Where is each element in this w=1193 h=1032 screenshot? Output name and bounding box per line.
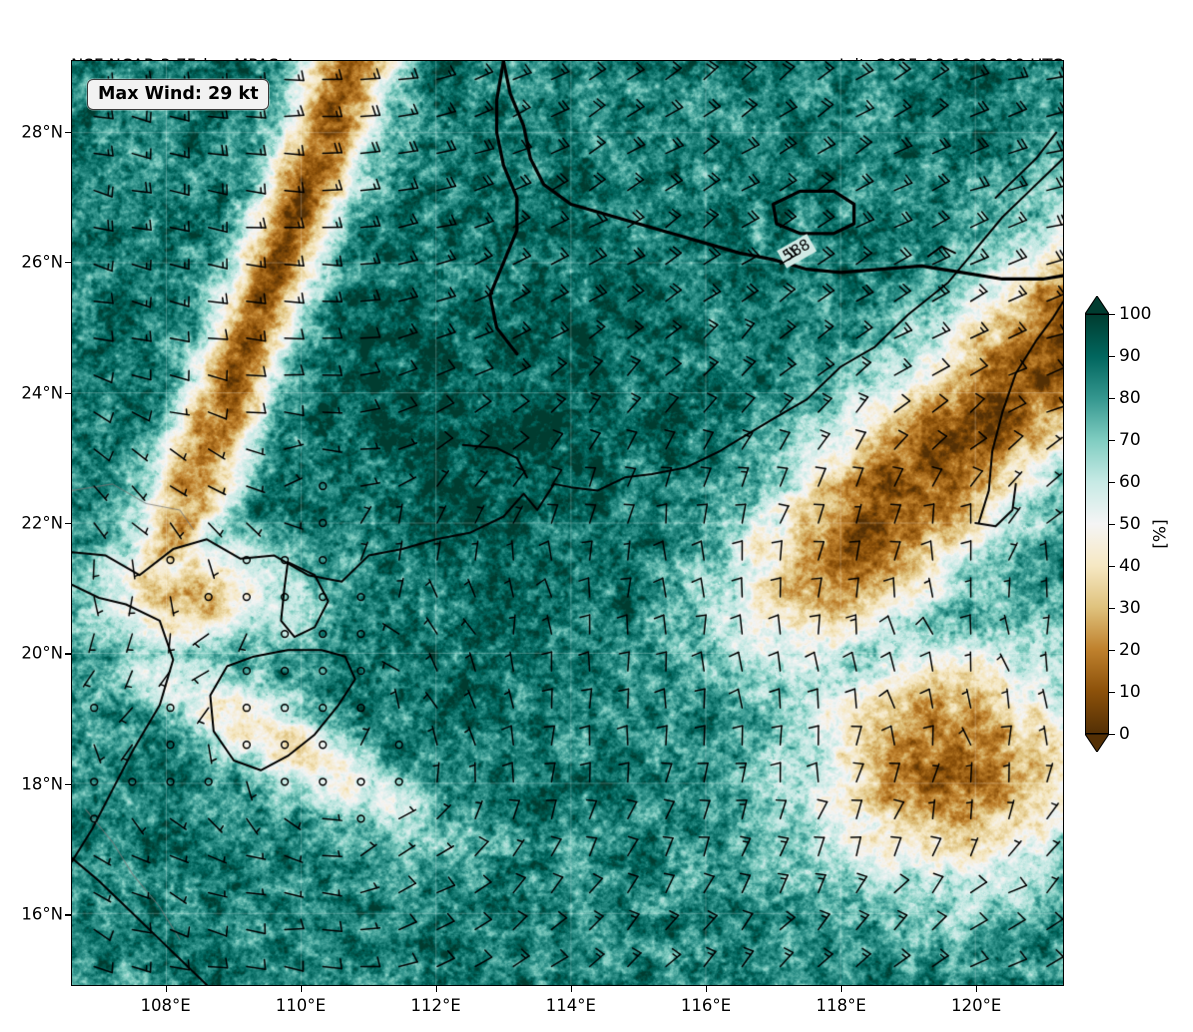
colorbar-tick-mark xyxy=(1109,608,1115,610)
longitude-tick-mark xyxy=(976,986,978,992)
colorbar-tick-mark xyxy=(1109,314,1115,316)
latitude-tick-label: 24°N xyxy=(21,383,63,403)
colorbar-tick-label: 20 xyxy=(1119,640,1141,660)
colorbar-tick-label: 0 xyxy=(1119,724,1130,744)
colorbar-tick-label: 60 xyxy=(1119,472,1141,492)
humidity-field-canvas xyxy=(72,61,1063,985)
colorbar-tick-mark xyxy=(1109,440,1115,442)
latitude-tick-label: 16°N xyxy=(21,904,63,924)
colorbar-tick-label: 10 xyxy=(1119,682,1141,702)
colorbar-tick-label: 70 xyxy=(1119,430,1141,450)
latitude-tick-label: 28°N xyxy=(21,122,63,142)
colorbar-unit-label: [%] xyxy=(1150,519,1171,549)
latitude-tick-label: 20°N xyxy=(21,643,63,663)
colorbar-gradient-body xyxy=(1085,314,1109,734)
latitude-tick-label: 26°N xyxy=(21,252,63,272)
longitude-tick-label: 114°E xyxy=(545,996,596,1015)
colorbar-tick-label: 30 xyxy=(1119,598,1141,618)
colorbar-tick-mark xyxy=(1109,524,1115,526)
latitude-tick-label: 18°N xyxy=(21,774,63,794)
colorbar-tick-mark xyxy=(1109,566,1115,568)
latitude-tick-mark xyxy=(65,262,71,264)
latitude-tick-label: 22°N xyxy=(21,513,63,533)
longitude-tick-label: 120°E xyxy=(951,996,1002,1015)
colorbar-tick-label: 90 xyxy=(1119,346,1141,366)
latitude-tick-mark xyxy=(65,523,71,525)
longitude-tick-mark xyxy=(705,986,708,992)
colorbar-tick-mark xyxy=(1109,356,1115,358)
colorbar-tick-mark xyxy=(1109,692,1115,694)
longitude-tick-label: 110°E xyxy=(275,996,326,1015)
colorbar-tick-mark xyxy=(1109,398,1115,400)
colorbar-extend-max-arrow xyxy=(1085,296,1109,314)
colorbar-tick-label: 100 xyxy=(1119,304,1152,324)
latitude-tick-mark xyxy=(65,131,71,134)
colorbar-gradient xyxy=(1086,315,1108,733)
map-axes[interactable] xyxy=(71,60,1064,986)
longitude-tick-label: 116°E xyxy=(680,996,732,1015)
longitude-tick-label: 108°E xyxy=(140,996,191,1015)
longitude-tick-mark xyxy=(435,986,438,992)
latitude-tick-mark xyxy=(65,392,71,394)
longitude-tick-mark xyxy=(300,986,302,992)
colorbar-tick-mark xyxy=(1109,482,1115,484)
colorbar-tick-label: 50 xyxy=(1119,514,1141,534)
longitude-tick-mark xyxy=(841,986,843,992)
longitude-tick-mark xyxy=(570,986,573,992)
latitude-tick-mark xyxy=(65,783,71,786)
colorbar-extend-min-arrow xyxy=(1085,734,1109,752)
max-wind-annotation: Max Wind: 29 kt xyxy=(87,79,270,110)
longitude-tick-mark xyxy=(165,986,167,992)
colorbar-tick-label: 40 xyxy=(1119,556,1141,576)
longitude-tick-label: 118°E xyxy=(815,996,867,1015)
colorbar-tick-mark xyxy=(1109,734,1115,736)
longitude-tick-label: 112°E xyxy=(410,996,461,1015)
latitude-tick-mark xyxy=(65,914,71,916)
latitude-tick-mark xyxy=(65,653,71,655)
colorbar-tick-label: 80 xyxy=(1119,388,1141,408)
colorbar[interactable]: 0 10 20 30 40 50 60 70 80 90 100 xyxy=(1085,296,1151,752)
colorbar-tick-mark xyxy=(1109,650,1115,652)
